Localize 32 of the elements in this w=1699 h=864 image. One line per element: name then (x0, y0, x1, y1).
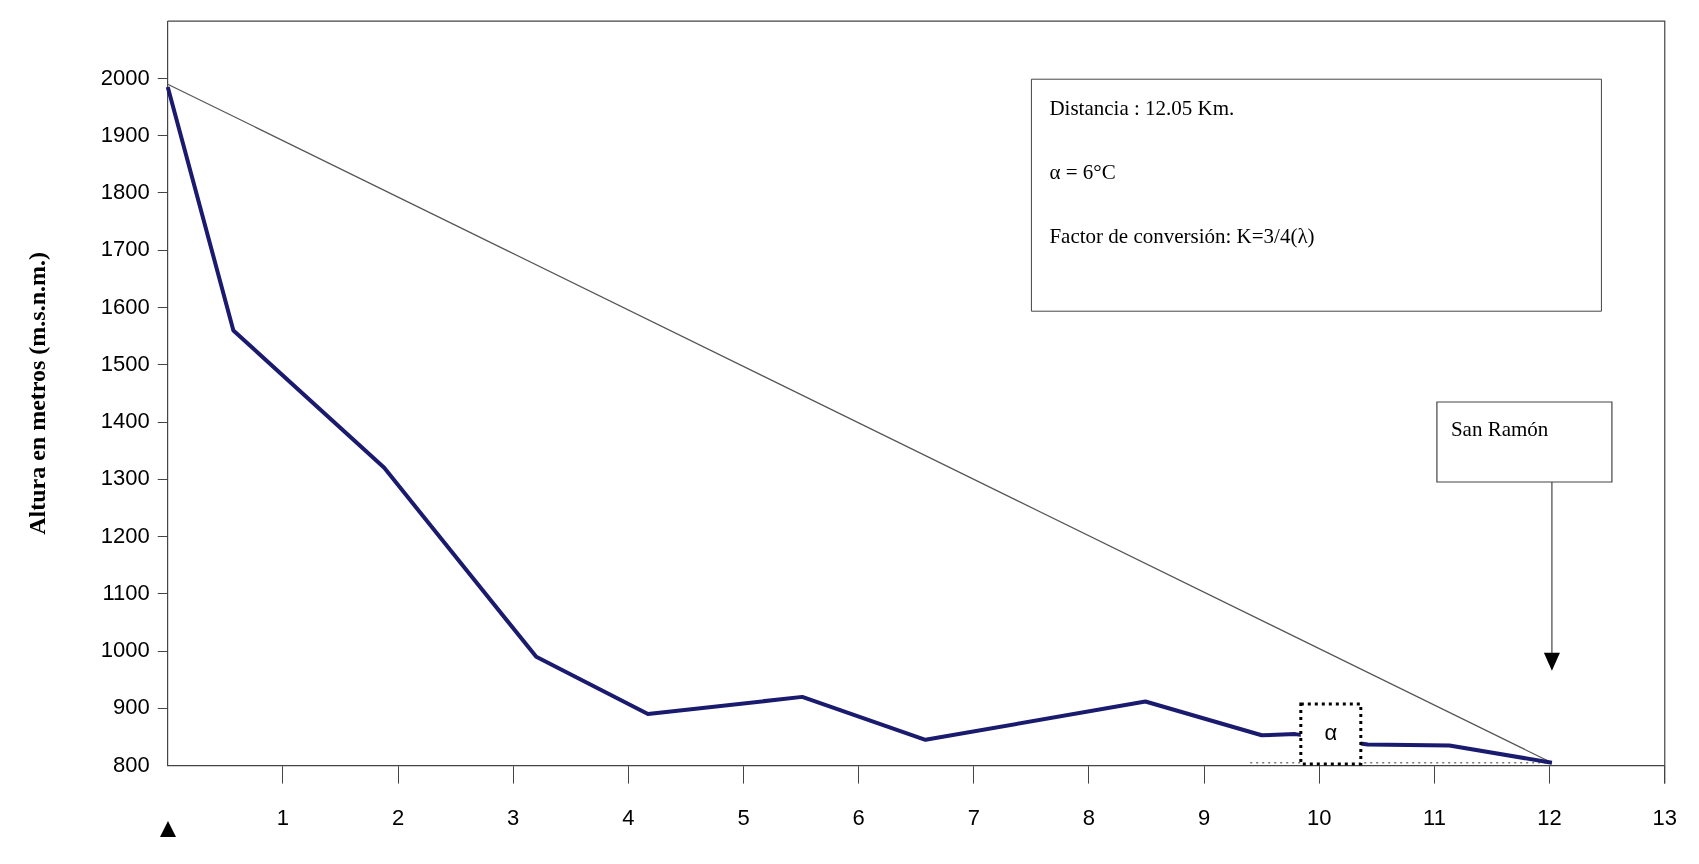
y-tick-label: 1900 (100, 121, 150, 147)
y-tick-label: 900 (113, 694, 150, 720)
annotation: α (1324, 720, 1338, 746)
annotation: Distancia : 12.05 Km. (1049, 95, 1235, 120)
y-tick-label: 1200 (100, 522, 150, 548)
y-tick-label: 1400 (100, 408, 150, 434)
x-tick-label: 4 (622, 804, 635, 830)
y-tick-label: 1600 (100, 293, 150, 319)
y-tick-label: 1800 (100, 179, 150, 205)
y-tick-label: 2000 (100, 64, 150, 90)
y-tick-label: 1300 (100, 465, 150, 491)
x-tick-label: 13 (1652, 804, 1678, 830)
x-tick-label: 11 (1423, 804, 1446, 830)
x-tick-label: 7 (967, 804, 980, 830)
y-tick-label: 1000 (100, 637, 150, 663)
x-tick-label: 6 (852, 804, 865, 830)
x-tick-label: 2 (391, 804, 405, 830)
x-tick-label: 8 (1082, 804, 1096, 830)
x-tick-label: 12 (1537, 804, 1562, 830)
y-tick-label: 800 (113, 751, 150, 777)
y-tick-label: 1500 (100, 350, 150, 376)
annotation: Factor de conversión: K=3/4(λ) (1049, 223, 1315, 248)
annotation: α = 6°C (1049, 159, 1116, 184)
annotation: San Ramón (1450, 416, 1549, 441)
x-tick-label: 10 (1307, 804, 1332, 830)
x-tick-label: 5 (737, 804, 750, 830)
y-axis-title: Altura en metros (m.s.n.m.) (23, 251, 50, 535)
y-tick-label: 1700 (100, 236, 150, 262)
x-tick-label: 9 (1198, 804, 1211, 830)
x-tick-label: 1 (276, 804, 290, 830)
y-tick-label: 1100 (102, 579, 150, 605)
x-tick-label: 3 (507, 804, 520, 830)
